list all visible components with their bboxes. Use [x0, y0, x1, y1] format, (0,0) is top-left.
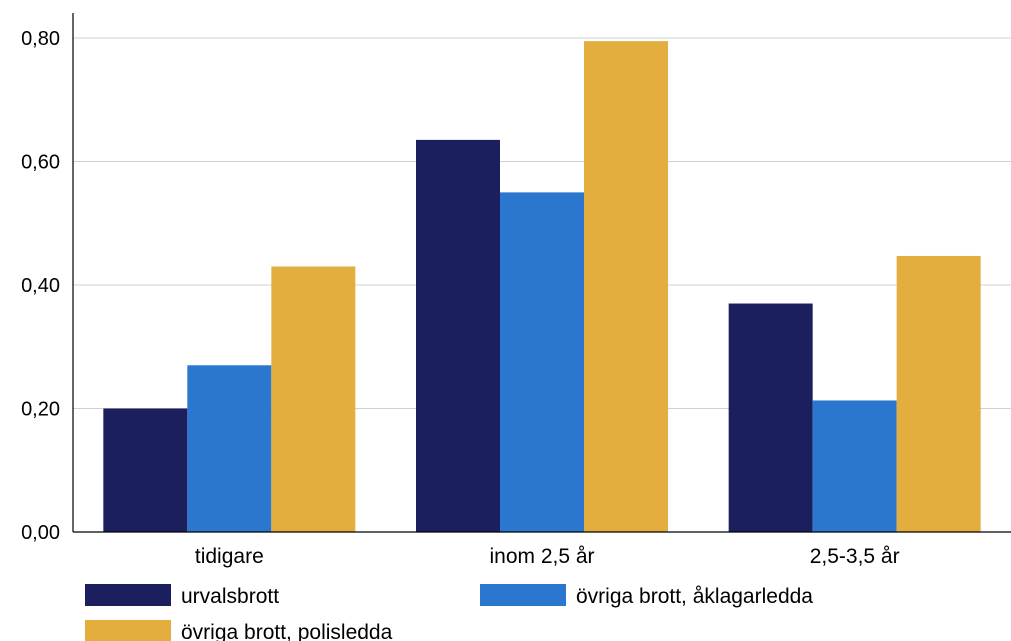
bar: [103, 408, 188, 532]
axes: [72, 13, 1011, 533]
bar: [187, 365, 272, 532]
bar: [812, 400, 897, 532]
legend-label: urvalsbrott: [181, 585, 279, 608]
bar: [271, 266, 356, 532]
bars: [103, 41, 981, 533]
y-tick-label: 0,80: [21, 28, 60, 50]
y-tick-label: 0,00: [21, 522, 60, 544]
bar: [584, 41, 668, 533]
bar: [728, 303, 813, 532]
legend-swatch: [85, 584, 171, 606]
bar: [500, 192, 584, 532]
y-tick-label: 0,40: [21, 275, 60, 297]
y-tick-labels: 0,00 0,20 0,40 0,60 0,80: [21, 28, 60, 544]
bar: [896, 255, 981, 533]
x-tick-label: inom 2,5 år: [489, 545, 594, 568]
legend-swatch: [480, 584, 566, 606]
legend-swatch: [85, 620, 171, 641]
x-tick-label: 2,5-3,5 år: [810, 545, 900, 568]
legend-label: övriga brott, polisledda: [181, 621, 393, 641]
x-tick-label: tidigare: [195, 545, 264, 568]
bar: [416, 139, 500, 532]
y-tick-label: 0,60: [21, 152, 60, 174]
legend: urvalsbrott övriga brott, åklagarledda övr…: [85, 584, 813, 641]
legend-label: övriga brott, åklagarledda: [576, 585, 813, 608]
y-tick-label: 0,20: [21, 399, 60, 421]
x-tick-labels: tidigare inom 2,5 år 2,5-3,5 år: [195, 545, 900, 568]
